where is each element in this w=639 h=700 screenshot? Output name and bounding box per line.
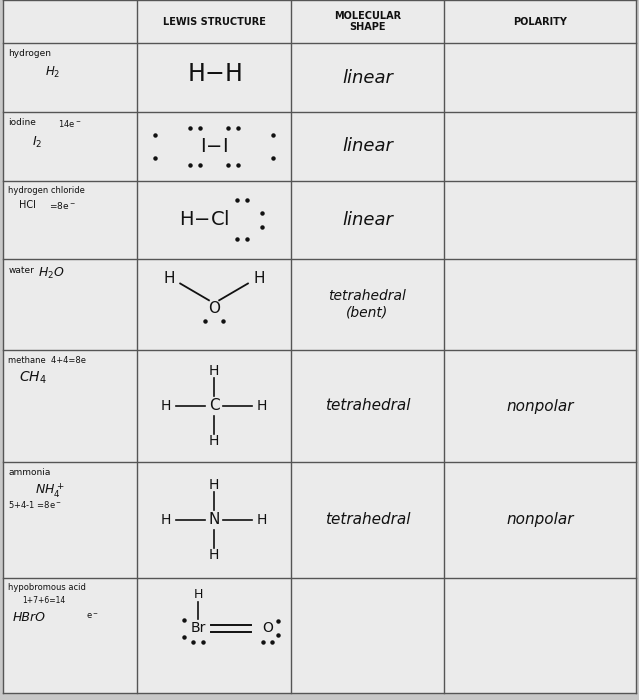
Bar	[444, 43, 636, 112]
Text: H: H	[253, 271, 265, 286]
Bar	[444, 112, 636, 181]
Bar	[137, 43, 291, 112]
Text: 1+7+6=14: 1+7+6=14	[22, 596, 66, 605]
Bar	[291, 578, 444, 693]
Text: H: H	[164, 271, 175, 286]
Bar	[3, 578, 137, 693]
Text: $I_2$: $I_2$	[32, 135, 42, 150]
Text: N: N	[208, 512, 220, 527]
Text: linear: linear	[342, 211, 393, 229]
Bar	[137, 112, 291, 181]
Bar	[3, 259, 137, 350]
Text: C: C	[209, 398, 219, 414]
Text: nonpolar: nonpolar	[506, 398, 574, 414]
Bar	[137, 181, 291, 259]
Bar	[291, 259, 444, 350]
Text: H: H	[209, 434, 219, 448]
Bar	[137, 259, 291, 350]
Bar	[137, 0, 291, 43]
Bar	[137, 462, 291, 578]
Bar	[3, 43, 137, 112]
Bar	[291, 350, 444, 462]
Text: H: H	[161, 512, 171, 526]
Text: H: H	[161, 399, 171, 413]
Text: Br: Br	[190, 622, 206, 636]
Text: tetrahedral
(bent): tetrahedral (bent)	[328, 289, 406, 320]
Text: hypobromous acid: hypobromous acid	[8, 583, 86, 592]
Text: H: H	[209, 364, 219, 378]
Text: POLARITY: POLARITY	[513, 17, 567, 27]
Bar	[444, 578, 636, 693]
Text: H: H	[209, 477, 219, 491]
Bar	[444, 350, 636, 462]
Text: H: H	[194, 588, 203, 601]
Bar	[291, 43, 444, 112]
Text: 5+4-1 =8e$^-$: 5+4-1 =8e$^-$	[8, 499, 62, 510]
Text: tetrahedral: tetrahedral	[325, 398, 410, 414]
Text: H: H	[209, 547, 219, 561]
Text: linear: linear	[342, 137, 393, 155]
Text: $H_2O$: $H_2O$	[38, 266, 65, 281]
Text: hydrogen: hydrogen	[8, 49, 51, 58]
Bar	[291, 112, 444, 181]
Text: LEWIS STRUCTURE: LEWIS STRUCTURE	[163, 17, 265, 27]
Text: H$-$H: H$-$H	[187, 62, 242, 86]
Text: H$-$Cl: H$-$Cl	[180, 210, 229, 230]
Bar	[3, 112, 137, 181]
Text: hydrogen chloride: hydrogen chloride	[8, 186, 85, 195]
Text: e$^-$: e$^-$	[86, 611, 99, 621]
Text: O: O	[208, 300, 220, 316]
Bar	[291, 0, 444, 43]
Text: $CH_4$: $CH_4$	[19, 370, 47, 386]
Bar	[444, 462, 636, 578]
Text: iodine: iodine	[8, 118, 36, 127]
Text: $NH_4^+$: $NH_4^+$	[35, 481, 65, 500]
Text: =8e$^-$: =8e$^-$	[49, 200, 76, 211]
Bar	[291, 462, 444, 578]
Text: methane  4+4=8e: methane 4+4=8e	[8, 356, 86, 365]
Text: ammonia: ammonia	[8, 468, 50, 477]
Bar	[3, 181, 137, 259]
Bar	[444, 0, 636, 43]
Bar	[137, 578, 291, 693]
Text: HBrO: HBrO	[13, 611, 46, 624]
Text: I$-$I: I$-$I	[200, 136, 228, 156]
Text: nonpolar: nonpolar	[506, 512, 574, 527]
Text: 14e$^-$: 14e$^-$	[58, 118, 81, 129]
Text: H: H	[257, 399, 267, 413]
Text: $H_2$: $H_2$	[45, 64, 60, 80]
Text: MOLECULAR
SHAPE: MOLECULAR SHAPE	[334, 11, 401, 32]
Text: H: H	[257, 512, 267, 526]
Bar	[444, 259, 636, 350]
Text: HCl: HCl	[19, 200, 36, 210]
Bar	[3, 462, 137, 578]
Bar	[444, 181, 636, 259]
Text: tetrahedral: tetrahedral	[325, 512, 410, 527]
Text: linear: linear	[342, 69, 393, 87]
Bar	[137, 350, 291, 462]
Bar	[3, 350, 137, 462]
Bar	[291, 181, 444, 259]
Text: O: O	[262, 622, 273, 636]
Text: water: water	[8, 266, 34, 275]
Bar	[3, 0, 137, 43]
